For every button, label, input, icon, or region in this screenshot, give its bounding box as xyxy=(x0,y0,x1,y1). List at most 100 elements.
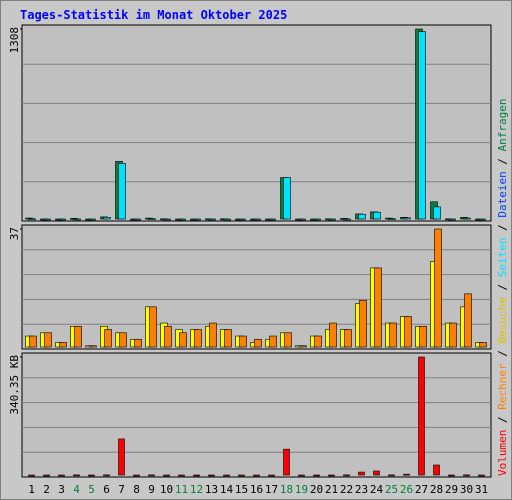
plot-area xyxy=(21,352,492,478)
bar xyxy=(29,335,37,348)
bar xyxy=(299,345,307,348)
bar xyxy=(223,218,231,221)
legend-entry: Besuche xyxy=(496,297,509,343)
x-tick-label: 24 xyxy=(370,483,384,496)
legend-separator: / xyxy=(496,410,509,430)
x-tick-label: 2 xyxy=(43,483,50,496)
x-tick-label: 7 xyxy=(118,483,125,496)
bar xyxy=(44,332,52,348)
bar xyxy=(373,211,381,220)
x-tick-label: 10 xyxy=(160,483,173,496)
bar xyxy=(328,218,336,221)
bar xyxy=(374,267,382,348)
bar xyxy=(434,228,442,348)
bar xyxy=(313,474,320,477)
bar xyxy=(118,163,126,220)
bar xyxy=(433,206,441,220)
bar xyxy=(449,322,457,348)
bar xyxy=(268,474,275,477)
legend-separator: / xyxy=(496,218,509,238)
bar xyxy=(133,218,141,221)
bar xyxy=(253,474,260,477)
legend-separator: / xyxy=(496,344,509,364)
bar xyxy=(389,322,397,348)
bar xyxy=(43,474,50,477)
bar xyxy=(463,474,470,477)
x-tick-label: 18 xyxy=(280,483,293,496)
x-tick-label: 12 xyxy=(190,483,203,496)
bar xyxy=(343,218,351,221)
bar xyxy=(478,218,486,221)
bar xyxy=(208,474,215,477)
bar xyxy=(403,217,411,220)
bar xyxy=(73,218,81,221)
bar xyxy=(164,325,172,348)
bar xyxy=(298,474,305,477)
bar xyxy=(223,474,230,477)
bar xyxy=(448,218,456,221)
y-tick-label: 1308 xyxy=(8,27,21,54)
x-tick-label: 6 xyxy=(103,483,110,496)
legend-separator: / xyxy=(496,277,509,297)
x-tick-label: 23 xyxy=(355,483,368,496)
chart-title: Tages-Statistik im Monat Oktober 2025 xyxy=(20,8,287,22)
bar xyxy=(89,345,97,348)
bar xyxy=(88,218,96,221)
bar xyxy=(283,448,290,476)
bar xyxy=(118,438,125,476)
bar xyxy=(313,218,321,221)
bar xyxy=(178,218,186,221)
bar xyxy=(238,218,246,221)
bar xyxy=(193,474,200,477)
bar xyxy=(358,213,366,220)
bar xyxy=(148,474,155,477)
bar xyxy=(478,474,485,477)
bar xyxy=(104,329,112,348)
x-tick-label: 3 xyxy=(58,483,65,496)
bar xyxy=(224,329,232,348)
bar xyxy=(193,218,201,221)
bar xyxy=(58,218,66,221)
plot-area xyxy=(21,224,492,350)
bar xyxy=(119,332,127,348)
legend-entry: Seiten xyxy=(496,238,509,278)
bar xyxy=(43,218,51,221)
x-tick-label: 28 xyxy=(430,483,443,496)
x-tick-label: 16 xyxy=(250,483,263,496)
x-tick-label: 15 xyxy=(235,483,248,496)
bar xyxy=(163,474,170,477)
bar xyxy=(148,218,156,220)
y-tick-label: 37 xyxy=(8,227,21,240)
legend-separator: / xyxy=(496,151,509,171)
legend: Volumen / Rechner / Besuche / Seiten / D… xyxy=(496,98,509,476)
bar xyxy=(373,470,380,476)
legend-entry: Dateien xyxy=(496,171,509,217)
bar xyxy=(179,332,187,348)
bar xyxy=(208,218,216,221)
bar xyxy=(329,322,337,348)
bar xyxy=(464,293,472,348)
bar xyxy=(298,218,306,221)
bar xyxy=(448,474,455,477)
bar xyxy=(103,217,111,220)
bar xyxy=(134,338,142,348)
bar xyxy=(269,335,277,348)
bar xyxy=(344,329,352,348)
x-tick-label: 26 xyxy=(400,483,413,496)
bar xyxy=(59,342,67,348)
x-tick-label: 8 xyxy=(133,483,140,496)
bar xyxy=(163,218,171,221)
bar xyxy=(418,356,425,476)
bar xyxy=(178,474,185,477)
bar xyxy=(209,322,217,348)
bar xyxy=(284,332,292,348)
bar xyxy=(463,217,471,220)
bar xyxy=(268,218,276,221)
bar xyxy=(433,464,440,476)
bar xyxy=(103,474,110,477)
bar xyxy=(388,474,395,477)
bar xyxy=(254,338,262,348)
x-tick-label: 4 xyxy=(73,483,80,496)
bar xyxy=(73,474,80,477)
bar xyxy=(239,335,247,348)
